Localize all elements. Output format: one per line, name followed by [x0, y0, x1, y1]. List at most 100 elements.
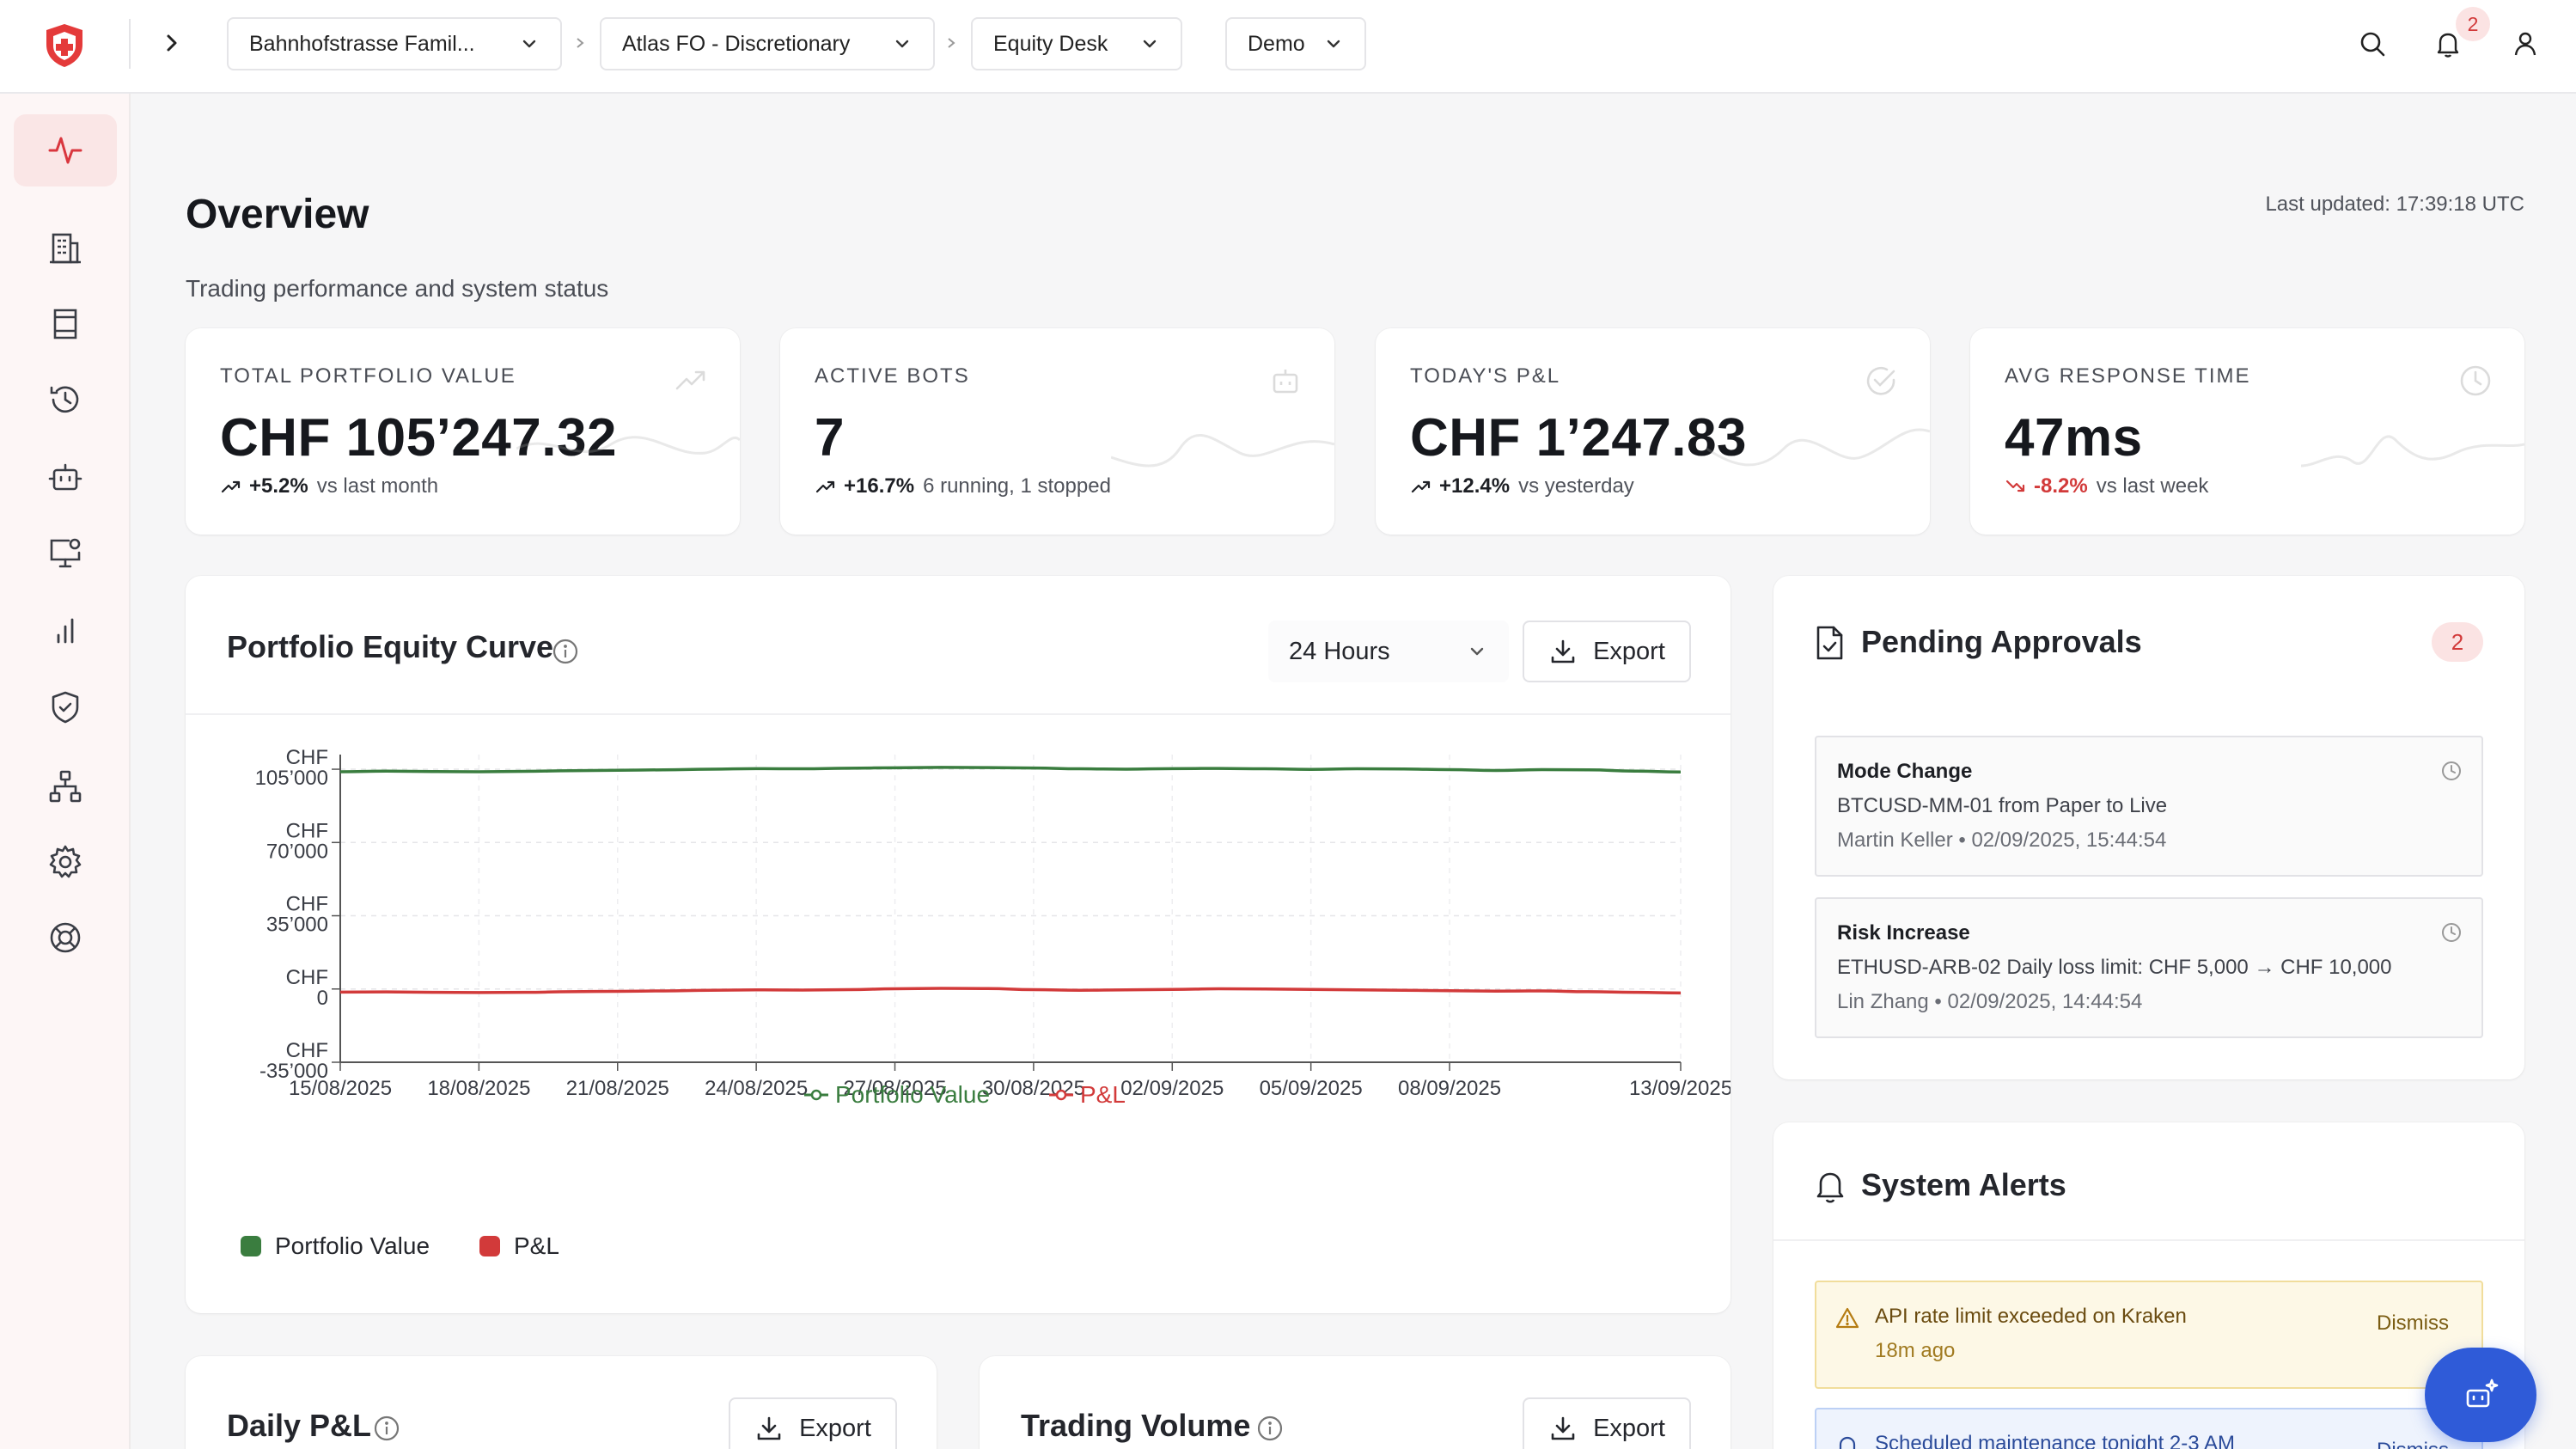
time-range-value: 24 Hours: [1289, 637, 1390, 665]
approval-item[interactable]: Mode Change BTCUSD-MM-01 from Paper to L…: [1815, 736, 2483, 877]
search-icon[interactable]: [2358, 29, 2387, 58]
stat-comparison: vs last week: [2096, 474, 2209, 498]
bell-icon: [1839, 1436, 1856, 1449]
sidebar-expand-icon[interactable]: [160, 31, 184, 55]
legend-item-portfolio-value[interactable]: Portfolio Value: [241, 1232, 430, 1260]
stat-value: CHF 105’247.32: [220, 408, 617, 468]
trending-down-icon: [2005, 480, 2025, 492]
bell-icon[interactable]: [2433, 29, 2463, 58]
clock-icon: [2442, 923, 2461, 942]
x-tick-label: 08/09/2025: [1398, 1077, 1501, 1100]
series-line-p-l: [339, 987, 1682, 995]
top-bar: Bahnhofstrasse Famil... Atlas FO - Discr…: [0, 0, 2576, 94]
export-button[interactable]: Export: [729, 1397, 897, 1449]
stat-change: -8.2%: [2034, 474, 2088, 498]
page-subtitle: Trading performance and system status: [186, 275, 609, 302]
approval-description: BTCUSD-MM-01 from Paper to Live: [1837, 794, 2168, 817]
approval-title: Mode Change: [1837, 760, 1973, 783]
stat-footer: +16.7% 6 running, 1 stopped: [815, 474, 1111, 498]
sidebar-item-risk[interactable]: [14, 671, 117, 743]
legend-point-marker: [1055, 1089, 1067, 1101]
legend-text: P&L: [1080, 1081, 1126, 1105]
sidebar-item-bots[interactable]: [14, 441, 117, 513]
panel-title: Portfolio Equity Curve: [227, 629, 554, 664]
sidebar-item-monitor[interactable]: [14, 517, 117, 589]
info-icon[interactable]: [552, 638, 579, 665]
y-tick-label: CHF 35’000: [266, 893, 328, 937]
series-line-portfolio-value: [339, 766, 1682, 773]
alert-message: API rate limit exceeded on Kraken: [1875, 1305, 2187, 1328]
panel-divider: [1773, 1239, 2524, 1241]
approval-meta: Lin Zhang • 02/09/2025, 14:44:54: [1837, 990, 2143, 1013]
legend-label: Portfolio Value: [275, 1232, 430, 1259]
activity-icon: [48, 137, 82, 164]
stat-sparkline: [1111, 433, 1334, 468]
x-tick-label: 27/08/2025: [843, 1077, 946, 1100]
panel-title: Daily P&L: [227, 1408, 372, 1443]
system-alerts-panel: System Alerts API rate limit exceeded on…: [1773, 1122, 2524, 1449]
trending-up-icon: [221, 480, 241, 493]
sidebar-item-buildings[interactable]: [14, 212, 117, 284]
stat-card-portfolio-value: TOTAL PORTFOLIO VALUE CHF 105’247.32 +5.…: [186, 328, 740, 535]
stat-footer: +5.2% vs last month: [220, 474, 438, 498]
sidebar-item-activity[interactable]: [14, 114, 117, 186]
sidebar-item-history[interactable]: [14, 364, 117, 436]
environment-label: Demo: [1248, 31, 1305, 56]
approval-item[interactable]: Risk Increase ETHUSD-ARB-02 Daily loss l…: [1815, 897, 2483, 1038]
approval-meta: Martin Keller • 02/09/2025, 15:44:54: [1837, 828, 2167, 852]
legend-swatch: [479, 1236, 500, 1256]
shield-icon: [52, 691, 79, 724]
legend-item-pnl[interactable]: P&L: [479, 1232, 559, 1260]
daily-pnl-panel: Daily P&L Export: [186, 1356, 937, 1449]
stat-value: CHF 1’247.83: [1410, 408, 1747, 468]
export-button[interactable]: Export: [1523, 1397, 1691, 1449]
x-tick-label: 02/09/2025: [1120, 1077, 1224, 1100]
export-label: Export: [1593, 1414, 1665, 1442]
x-tick-label: 15/08/2025: [289, 1077, 392, 1100]
sidebar-item-network[interactable]: [14, 750, 117, 822]
dismiss-button[interactable]: Dismiss: [2377, 1311, 2449, 1335]
stat-change: +12.4%: [1439, 474, 1511, 498]
trending-up-icon: [815, 480, 835, 493]
sidebar-item-support[interactable]: [14, 902, 117, 974]
y-tick-label: CHF 0: [286, 966, 328, 1010]
info-icon[interactable]: [1256, 1415, 1284, 1442]
stat-value: 7: [815, 408, 845, 468]
sidebar-item-ledger[interactable]: [14, 288, 117, 360]
download-icon: [1551, 1416, 1575, 1440]
chevron-down-icon: [895, 40, 909, 48]
ai-assistant-button[interactable]: [2425, 1348, 2536, 1442]
equity-curve-panel: Portfolio Equity Curve 24 Hours Export C…: [186, 576, 1731, 1313]
breadcrumb-label: Atlas FO - Discretionary: [622, 31, 851, 56]
bot-icon: [1273, 370, 1298, 394]
x-tick-label: 18/08/2025: [427, 1077, 530, 1100]
export-button[interactable]: Export: [1523, 621, 1691, 682]
info-icon[interactable]: [373, 1415, 400, 1442]
breadcrumb-family-office[interactable]: Bahnhofstrasse Famil...: [227, 17, 562, 70]
breadcrumb-entity[interactable]: Atlas FO - Discretionary: [600, 17, 935, 70]
trading-volume-panel: Trading Volume Export: [980, 1356, 1731, 1449]
stat-change: +5.2%: [249, 474, 308, 498]
panel-title: System Alerts: [1861, 1167, 2066, 1202]
approval-description: ETHUSD-ARB-02 Daily loss limit: CHF 5,00…: [1837, 956, 2392, 979]
breadcrumb-separator-icon: [948, 38, 955, 48]
sidebar-item-analytics[interactable]: [14, 596, 117, 668]
monitor-icon: [50, 538, 81, 568]
stat-comparison: 6 running, 1 stopped: [923, 474, 1111, 498]
sidebar: [0, 94, 131, 1449]
time-range-select[interactable]: 24 Hours: [1268, 621, 1509, 682]
legend-label: P&L: [514, 1232, 559, 1259]
bell-icon: [1816, 1172, 1844, 1203]
logo-icon[interactable]: [43, 22, 86, 69]
stat-card-todays-pnl: TODAY'S P&L CHF 1’247.83 +12.4% vs yeste…: [1376, 328, 1930, 535]
breadcrumb-desk[interactable]: Equity Desk: [971, 17, 1182, 70]
environment-select[interactable]: Demo: [1225, 17, 1366, 70]
x-tick-label: 13/09/2025: [1629, 1077, 1731, 1100]
sidebar-item-settings[interactable]: [14, 826, 117, 898]
stat-label: ACTIVE BOTS: [815, 364, 970, 388]
topbar-divider: [129, 19, 131, 69]
x-tick-label: 05/09/2025: [1260, 1077, 1363, 1100]
dismiss-button[interactable]: Dismiss: [2377, 1439, 2449, 1449]
user-icon[interactable]: [2511, 29, 2540, 58]
chevron-down-icon: [522, 40, 536, 48]
